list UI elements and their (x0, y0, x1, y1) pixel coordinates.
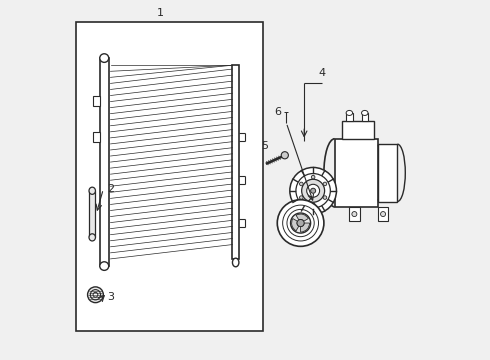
Bar (378, 144, 397, 202)
Circle shape (277, 200, 324, 246)
Ellipse shape (100, 262, 109, 270)
Ellipse shape (232, 258, 239, 267)
Text: 6: 6 (274, 107, 281, 117)
Bar (378, 207, 389, 221)
Bar (93, 132, 100, 142)
Bar (100, 58, 109, 266)
Ellipse shape (346, 111, 353, 116)
Wedge shape (292, 219, 299, 231)
Circle shape (93, 292, 98, 297)
Ellipse shape (89, 234, 96, 241)
Circle shape (290, 167, 337, 214)
Bar (111, 65, 232, 259)
Circle shape (299, 182, 303, 186)
Circle shape (302, 179, 324, 202)
Circle shape (281, 152, 289, 159)
Circle shape (311, 203, 315, 206)
Circle shape (296, 174, 330, 208)
Text: 4: 4 (318, 68, 326, 78)
Bar (232, 65, 239, 259)
Bar (346, 113, 353, 121)
Circle shape (352, 212, 357, 217)
Text: 5: 5 (261, 141, 268, 151)
Circle shape (88, 287, 103, 303)
Circle shape (311, 175, 315, 179)
Circle shape (299, 196, 303, 199)
Text: 1: 1 (157, 8, 164, 18)
Wedge shape (296, 214, 308, 221)
Bar (349, 207, 360, 221)
Circle shape (297, 220, 304, 226)
Ellipse shape (100, 54, 109, 62)
Ellipse shape (89, 187, 96, 194)
Bar (342, 121, 374, 139)
Ellipse shape (362, 111, 368, 116)
Circle shape (381, 212, 386, 217)
Circle shape (323, 196, 327, 199)
Text: 3: 3 (107, 292, 114, 302)
Wedge shape (300, 223, 310, 232)
Circle shape (90, 290, 100, 300)
Bar (76, 22, 263, 330)
Circle shape (291, 213, 311, 233)
Bar (362, 113, 368, 121)
Bar (335, 139, 378, 207)
Circle shape (307, 184, 319, 197)
Bar (93, 96, 100, 107)
Circle shape (323, 182, 327, 186)
Bar (89, 191, 96, 237)
Circle shape (311, 188, 316, 193)
Text: 2: 2 (107, 184, 114, 194)
